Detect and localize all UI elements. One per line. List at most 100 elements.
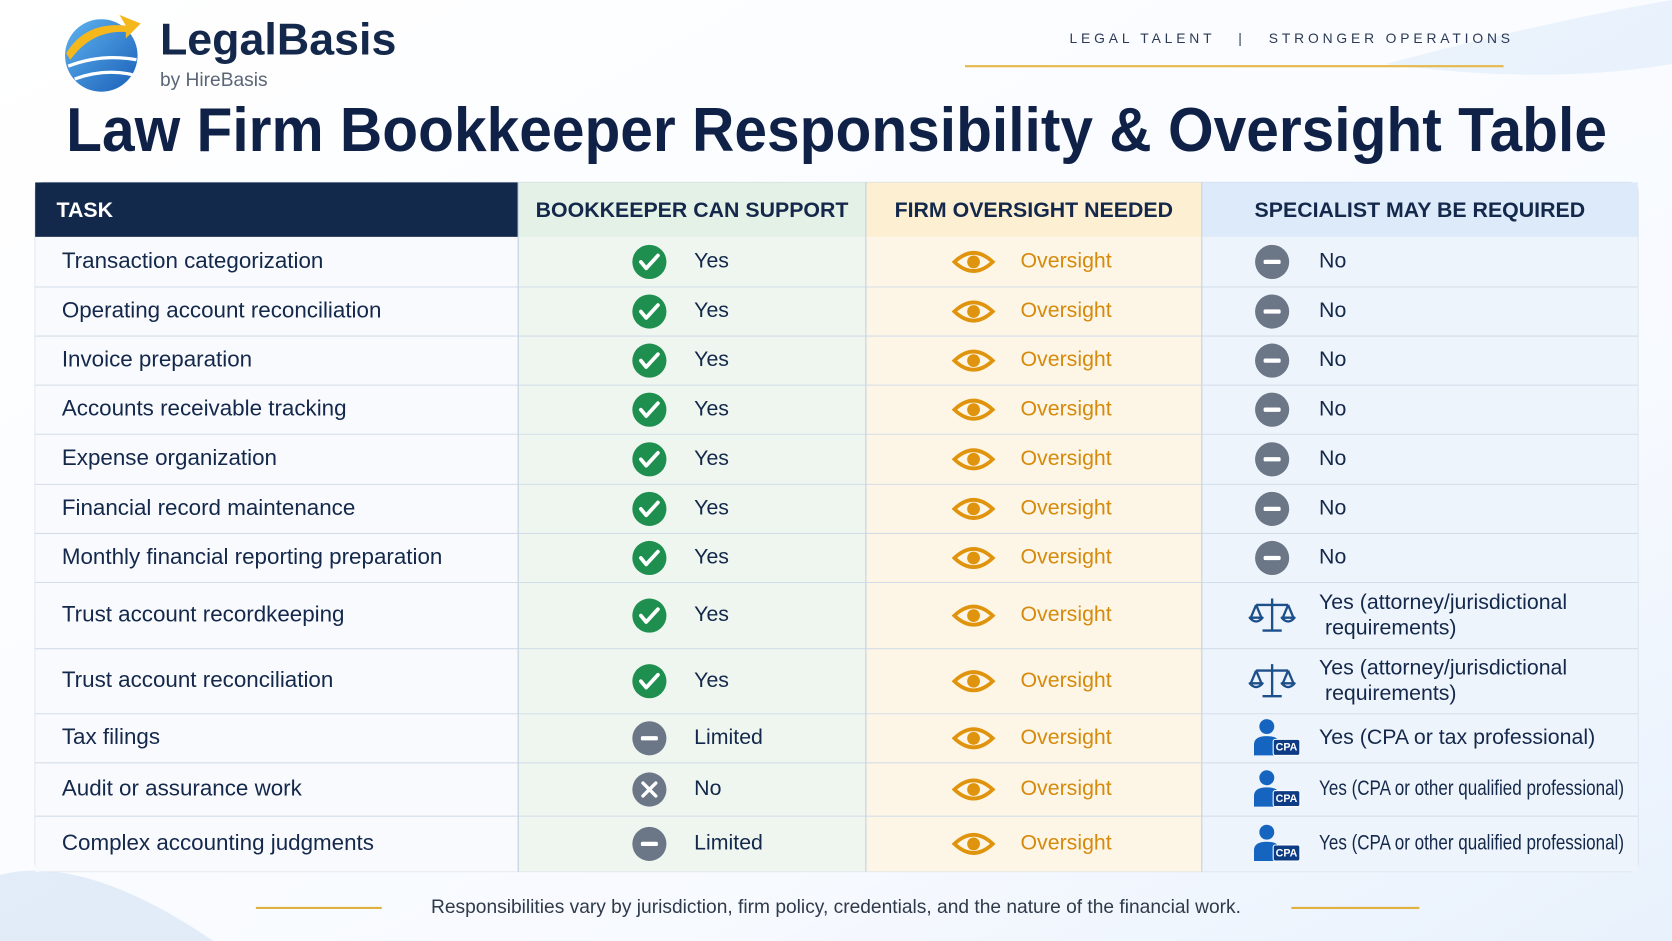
- icon-check-mark: [638, 451, 660, 468]
- icon-check: [632, 540, 667, 576]
- icon-eye-pupil: [967, 305, 980, 318]
- footer-note: Responsibilities vary by jurisdiction, f…: [431, 897, 1241, 918]
- icon-eye-pupil: [967, 452, 980, 466]
- logo: [65, 14, 141, 92]
- specialist-cell: Yes (attorney/jurisdictional requirement…: [1319, 589, 1567, 639]
- table-row: Tax filings Limited Oversight CPA Yes (CPA o…: [62, 719, 1595, 756]
- support-cell: Yes: [694, 347, 729, 371]
- icon-eye-pupil: [967, 674, 980, 688]
- table-row: Invoice preparation Yes Oversight No: [62, 343, 1346, 378]
- header-cell: [1201, 182, 1638, 237]
- icon-eye: [951, 670, 996, 693]
- table-row: Trust account reconciliation Yes Oversight…: [62, 655, 1567, 705]
- table-row: Audit or assurance work No Oversight CPA Yes…: [62, 770, 1624, 808]
- task-cell: Complex accounting judgments: [62, 830, 374, 855]
- icon-person-head: [1259, 770, 1275, 786]
- column-header: BOOKKEEPER CAN SUPPORT: [536, 198, 849, 222]
- icon-eye: [951, 778, 996, 801]
- support-cell: Yes: [694, 545, 729, 569]
- column-bg: [518, 236, 866, 872]
- icon-minus-bar: [1263, 555, 1281, 561]
- table-row: Operating account reconciliation Yes Overs…: [62, 294, 1346, 329]
- icon-minus-bar: [640, 736, 658, 741]
- decor-wave: [0, 870, 214, 941]
- icon-check-mark: [638, 253, 660, 271]
- icon-check: [632, 294, 667, 329]
- icon-scales: [1248, 664, 1296, 698]
- header-cell: [35, 182, 519, 237]
- title: Law Firm Bookkeeper Responsibility & Ove…: [66, 96, 1607, 165]
- task-cell: Expense organization: [62, 445, 277, 470]
- task-cell: Tax filings: [62, 724, 160, 749]
- brand-sub: by HireBasis: [160, 70, 268, 91]
- oversight-cell: Oversight: [1020, 776, 1111, 800]
- icon-person-head: [1259, 824, 1275, 840]
- icon-scales: [1248, 598, 1296, 632]
- icon-eye-pupil: [967, 837, 980, 851]
- icon-eye: [951, 448, 996, 471]
- support-cell: Yes: [694, 496, 729, 520]
- header-cell: [865, 182, 1202, 237]
- table-row: Complex accounting judgments Limited Overs…: [62, 824, 1624, 862]
- oversight-cell: Oversight: [1020, 347, 1111, 371]
- task-cell: Transaction categorization: [62, 248, 324, 273]
- specialist-cell: Yes (CPA or other qualified professional…: [1319, 776, 1624, 800]
- support-cell: Limited: [694, 831, 763, 855]
- icon-eye: [951, 497, 996, 520]
- specialist-cell: No: [1319, 249, 1346, 273]
- icon-check: [632, 442, 667, 477]
- support-cell: Yes: [694, 602, 729, 626]
- column-header: FIRM OVERSIGHT NEEDED: [895, 198, 1173, 222]
- icon-check: [632, 392, 667, 427]
- oversight-cell: Oversight: [1020, 496, 1111, 520]
- support-cell: Yes: [694, 668, 729, 692]
- icon-eye: [951, 300, 996, 323]
- table-row: Monthly financial reporting preparation Y…: [62, 540, 1346, 576]
- icon-check: [632, 491, 667, 526]
- icon-eye: [951, 547, 996, 569]
- icon-check-mark: [638, 672, 660, 690]
- task-cell: Invoice preparation: [62, 347, 252, 372]
- icon-check-mark: [638, 352, 660, 369]
- specialist-cell: No: [1319, 347, 1346, 371]
- icon-check: [632, 664, 667, 699]
- icon-badge-label: CPA: [1276, 793, 1298, 805]
- support-cell: Yes: [694, 298, 729, 322]
- specialist-cell: No: [1319, 545, 1346, 569]
- table-row: Expense organization Yes Oversight No: [62, 442, 1346, 477]
- task-cell: Monthly financial reporting preparation: [62, 544, 442, 569]
- column-header: SPECIALIST MAY BE REQUIRED: [1255, 198, 1586, 222]
- task-cell: Accounts receivable tracking: [62, 396, 347, 421]
- header-cell: [518, 182, 866, 237]
- icon-cross-mark: [641, 781, 658, 798]
- icon-check-mark: [638, 303, 660, 320]
- icon-eye: [951, 604, 996, 627]
- table: TASK BOOKKEEPER CAN SUPPORT FIRM OVERSIGHT…: [34, 181, 1639, 873]
- oversight-cell: Oversight: [1020, 668, 1111, 692]
- table-row: Accounts receivable tracking Yes Oversight…: [62, 392, 1346, 427]
- oversight-cell: Oversight: [1020, 396, 1111, 420]
- specialist-cell: Yes (CPA or tax professional): [1319, 725, 1595, 749]
- icon-check-mark: [638, 500, 660, 518]
- task-cell: Operating account reconciliation: [62, 297, 382, 322]
- icon-minus-bar: [1263, 259, 1281, 265]
- specialist-cell: Yes (attorney/jurisdictional requirement…: [1319, 655, 1567, 705]
- icon-eye: [951, 727, 996, 750]
- icon-eye: [951, 250, 996, 273]
- icon-eye: [951, 349, 996, 372]
- table-row: Transaction categorization Yes Oversight No: [62, 244, 1346, 279]
- support-cell: Yes: [694, 446, 729, 470]
- icon-badge: [1272, 790, 1301, 808]
- column-bg: [35, 236, 519, 872]
- specialist-cell: No: [1319, 396, 1346, 420]
- icon-eye-pupil: [967, 783, 980, 796]
- icon-eye-pupil: [967, 731, 980, 745]
- oversight-cell: Oversight: [1020, 446, 1111, 470]
- oversight-cell: Oversight: [1020, 831, 1111, 855]
- specialist-cell: No: [1319, 496, 1346, 520]
- task-cell: Financial record maintenance: [62, 495, 355, 520]
- icon-eye-pupil: [967, 551, 980, 565]
- icon-minus-bar: [1263, 358, 1281, 363]
- icon-badge: [1272, 738, 1301, 756]
